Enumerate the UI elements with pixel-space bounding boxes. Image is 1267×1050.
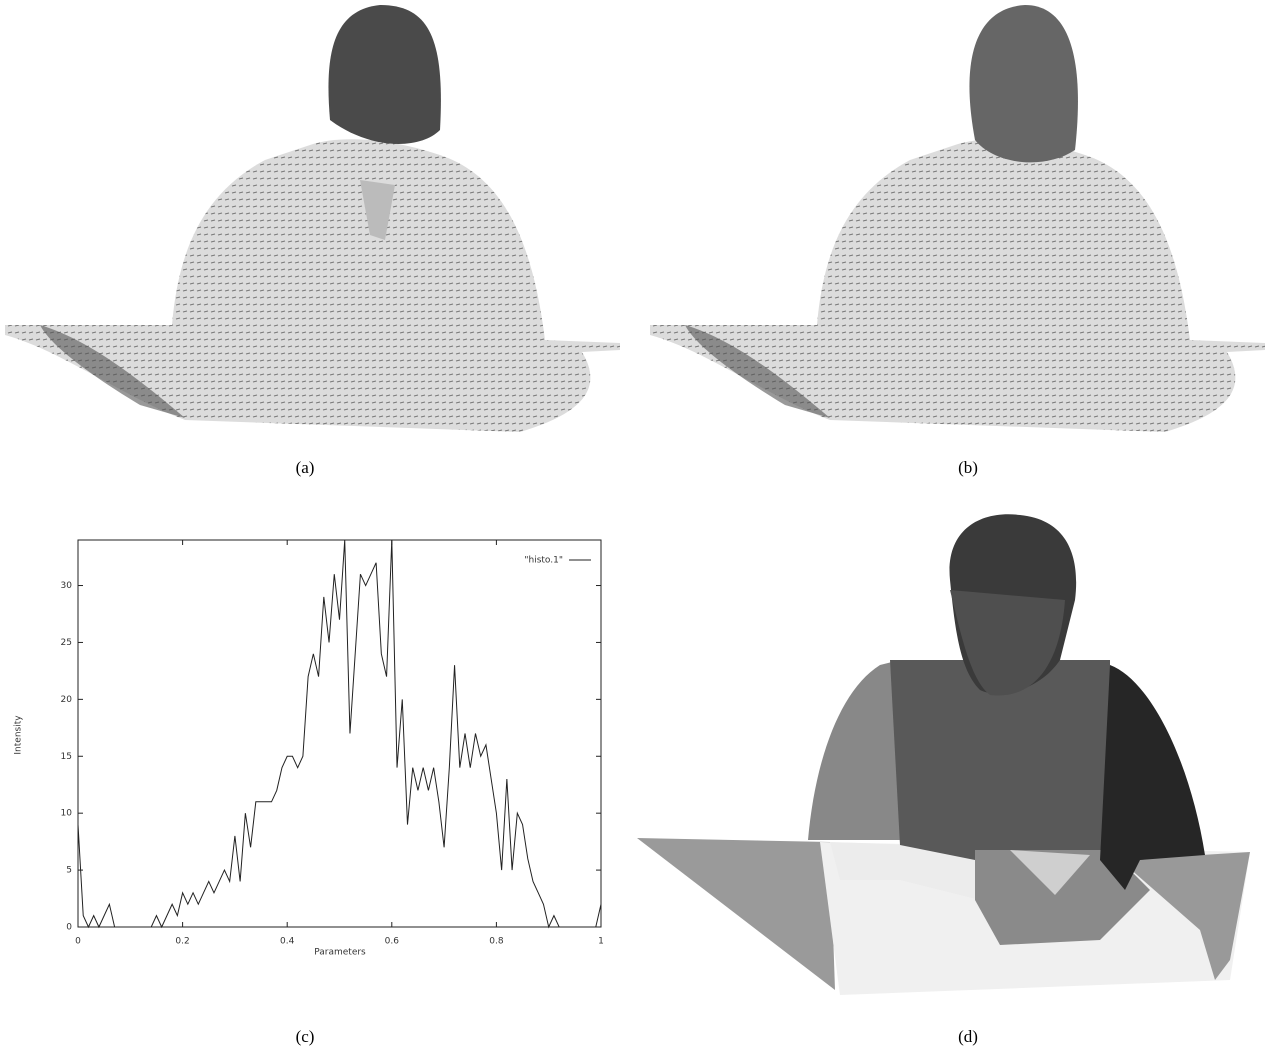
x-tick-label: 0.2 [175, 937, 189, 947]
line [78, 540, 601, 927]
legend-label: "histo.1" [524, 556, 563, 566]
x-tick-label: 0 [75, 937, 81, 947]
figure: Intensity Parameters 0 5 10 15 20 25 30 0 0.2 0.4… [0, 0, 1267, 1050]
caption: (d) [958, 1027, 978, 1047]
x-axis-label: Parameters [314, 948, 366, 958]
plot-frame [78, 540, 601, 927]
y-tick-label: 0 [66, 923, 72, 933]
chart: Intensity Parameters 0 5 10 15 20 25 30 0 0.2 0.4… [0, 0, 1267, 1050]
caption: (b) [958, 458, 978, 478]
y-tick-label: 15 [61, 752, 72, 762]
y-tick-label: 30 [61, 581, 73, 591]
y-tick-label: 5 [66, 866, 72, 876]
x-tick-label: 1 [598, 937, 604, 947]
x-tick-label: 0.6 [385, 937, 400, 947]
x-tick-label: 0.4 [280, 937, 295, 947]
x-tick-label: 0.8 [489, 937, 504, 947]
caption: (c) [296, 1027, 315, 1047]
y-tick-label: 20 [61, 695, 73, 705]
caption: (a) [296, 458, 315, 478]
y-tick-label: 10 [61, 809, 73, 819]
y-tick-label: 25 [61, 638, 72, 648]
y-axis-label: Intensity [14, 715, 24, 755]
